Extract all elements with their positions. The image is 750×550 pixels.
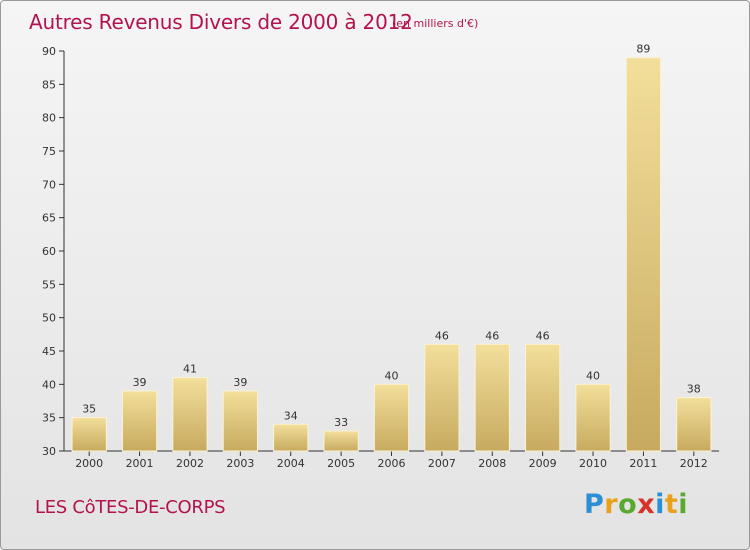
y-tick-label: 90 [42, 45, 56, 58]
data-label: 46 [485, 329, 499, 342]
y-tick-label: 45 [42, 345, 56, 358]
data-label: 46 [536, 329, 550, 342]
bar [676, 397, 712, 452]
data-label: 39 [233, 376, 247, 389]
logo-letter: x [637, 489, 656, 520]
x-tick-label: 2009 [529, 457, 557, 470]
bar [71, 417, 107, 452]
x-tick-label: 2008 [478, 457, 506, 470]
y-tick-label: 85 [42, 78, 56, 91]
bar [575, 383, 611, 452]
y-tick-label: 75 [42, 145, 56, 158]
bar [525, 343, 561, 452]
y-tick-label: 50 [42, 312, 56, 325]
y-tick-label: 30 [42, 445, 56, 458]
x-tick-label: 2004 [277, 457, 305, 470]
data-labels: 35 39 41 39 34 33 40 46 46 46 40 89 38 [82, 43, 701, 429]
y-tick-label: 35 [42, 412, 56, 425]
y-tick-label: 40 [42, 378, 56, 391]
x-tick-label: 2010 [579, 457, 607, 470]
bar [273, 423, 309, 452]
bar [424, 343, 460, 452]
bar [373, 383, 410, 452]
x-tick-label: 2012 [680, 457, 708, 470]
data-label: 34 [284, 409, 298, 422]
y-tick-label: 65 [42, 212, 56, 225]
x-tick-label: 2005 [327, 457, 355, 470]
logo-letter: t [664, 489, 679, 520]
chart-title: Autres Revenus Divers de 2000 à 2012 [29, 10, 413, 34]
data-label: 46 [435, 329, 449, 342]
bar [323, 430, 359, 452]
logo-letter: i [678, 489, 689, 520]
data-label: 33 [334, 416, 348, 429]
x-tick-label: 2011 [629, 457, 657, 470]
x-tick-label: 2001 [126, 457, 154, 470]
data-label: 89 [636, 43, 650, 56]
y-tick-label: 55 [42, 278, 56, 291]
x-tick-label: 2007 [428, 457, 456, 470]
data-label: 41 [183, 363, 197, 376]
bar [222, 390, 258, 452]
chart-unit: (en milliers d'€) [392, 17, 479, 30]
x-tick-label: 2002 [176, 457, 204, 470]
commune-name: LES CôTES-DE-CORPS [35, 497, 226, 518]
x-tick-label: 2000 [75, 457, 103, 470]
bar [625, 57, 662, 452]
data-label: 39 [133, 376, 147, 389]
bar [474, 343, 510, 452]
logo-letter: P [584, 489, 605, 520]
x-tick-label: 2003 [226, 457, 254, 470]
x-axis: 2000 2001 2002 2003 2004 2005 2006 2007 2008 2009… [64, 450, 719, 470]
y-tick-label: 70 [42, 178, 56, 191]
x-tick-label: 2006 [378, 457, 406, 470]
data-label: 40 [385, 369, 399, 382]
logo-letter: r [604, 489, 619, 520]
bars [71, 57, 712, 452]
data-label: 40 [586, 369, 600, 382]
logo-letter: o [618, 489, 638, 520]
proxiti-logo: Proxiti [584, 489, 688, 520]
data-label: 35 [82, 403, 96, 416]
data-label: 38 [687, 383, 701, 396]
y-tick-label: 60 [42, 245, 56, 258]
bar [172, 377, 208, 452]
y-axis: 30 35 40 45 50 55 60 65 70 75 80 85 90 [42, 45, 65, 458]
bar [121, 390, 158, 452]
logo-letter: i [655, 489, 665, 520]
y-tick-label: 80 [42, 112, 56, 125]
